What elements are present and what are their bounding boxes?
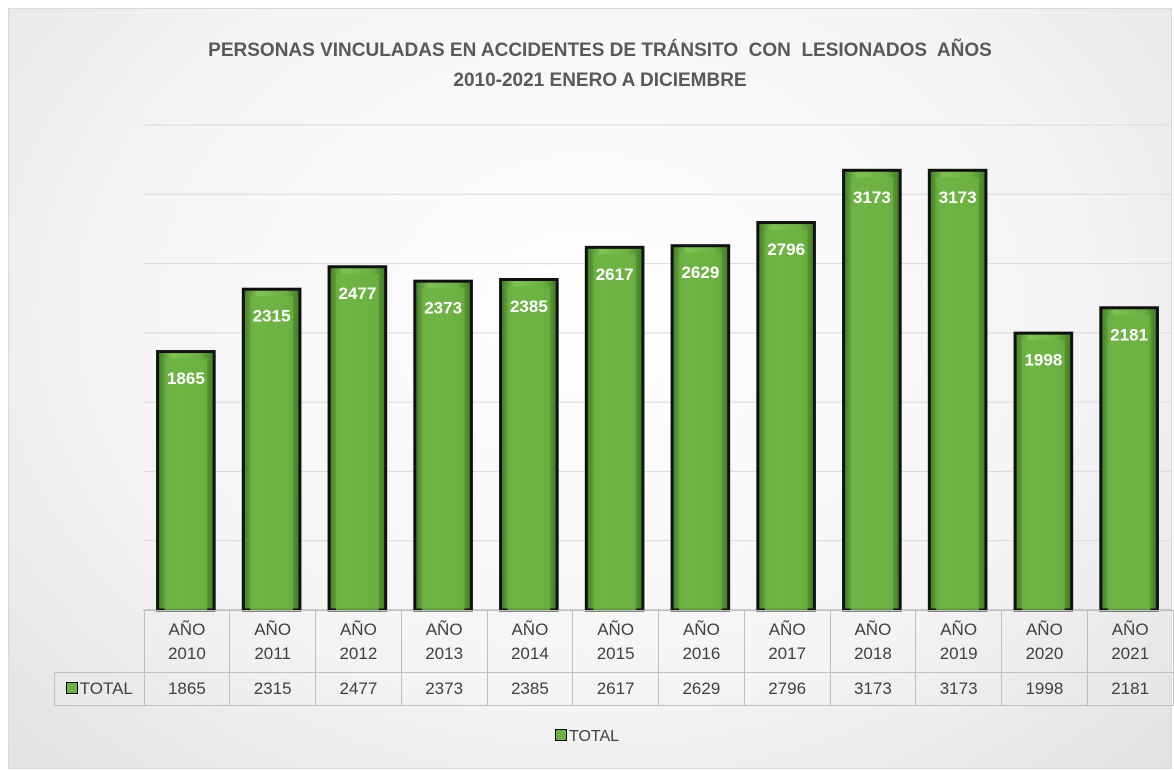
bar-face bbox=[764, 229, 808, 610]
category-label: AÑO 2014 bbox=[486, 610, 574, 673]
category-label: AÑO 2019 bbox=[915, 610, 1002, 673]
series-name: TOTAL bbox=[79, 679, 133, 698]
bar-face bbox=[593, 254, 636, 610]
table-value: 2617 bbox=[572, 672, 659, 706]
table-value: 2385 bbox=[486, 672, 574, 706]
bar-face bbox=[250, 296, 293, 610]
table-corner bbox=[55, 611, 145, 673]
bar-face bbox=[1107, 314, 1151, 610]
category-label: AÑO 2015 bbox=[572, 610, 659, 673]
table-value: 2373 bbox=[400, 672, 488, 706]
data-label: 2617 bbox=[596, 265, 634, 284]
table-value: 2315 bbox=[229, 672, 316, 706]
data-label: 2629 bbox=[681, 263, 719, 282]
chart-title: PERSONAS VINCULADAS EN ACCIDENTES DE TRÁ… bbox=[208, 40, 992, 91]
legend-label: TOTAL bbox=[568, 728, 620, 745]
table-value: 3173 bbox=[915, 672, 1002, 706]
table-value: 2629 bbox=[658, 672, 745, 706]
table-value: 2796 bbox=[743, 672, 831, 706]
table-value: 2477 bbox=[315, 672, 402, 706]
data-table: AÑO 2010 AÑO 2011 AÑO 2012 AÑO 2013 AÑO 2014… bbox=[54, 610, 1174, 706]
category-label: AÑO 2012 bbox=[315, 610, 402, 673]
bar-face bbox=[1022, 340, 1065, 610]
category-label: AÑO 2018 bbox=[829, 610, 917, 673]
category-label: AÑO 2013 bbox=[400, 610, 488, 673]
table-value: 1998 bbox=[1001, 672, 1088, 706]
data-label: 1865 bbox=[167, 369, 205, 388]
category-label: AÑO 2010 bbox=[143, 610, 231, 673]
category-label: AÑO 2017 bbox=[743, 610, 831, 673]
legend-key bbox=[554, 729, 567, 741]
data-label: 2796 bbox=[767, 240, 805, 259]
table-header-row: AÑO 2010 AÑO 2011 AÑO 2012 AÑO 2013 AÑO 2014… bbox=[55, 610, 1174, 673]
bar-face bbox=[850, 177, 894, 610]
table-value: 3173 bbox=[829, 672, 917, 706]
bar-face bbox=[421, 288, 465, 610]
data-label: 2315 bbox=[253, 307, 291, 326]
data-label: 3173 bbox=[939, 188, 977, 207]
data-label: 1998 bbox=[1024, 351, 1062, 370]
legend-key bbox=[65, 682, 78, 694]
table-row: TOTAL 1865 2315 2477 2373 2385 2617 2629 2796 317… bbox=[54, 672, 1174, 706]
data-label: 2181 bbox=[1110, 325, 1148, 344]
data-label: 2477 bbox=[338, 284, 376, 303]
table-value: 1865 bbox=[143, 672, 231, 706]
bar-face bbox=[679, 252, 722, 610]
bar-face bbox=[936, 177, 979, 610]
category-label: AÑO 2020 bbox=[1001, 610, 1088, 673]
category-label: AÑO 2011 bbox=[229, 610, 316, 673]
bar-face bbox=[164, 358, 208, 610]
category-label: AÑO 2021 bbox=[1086, 610, 1174, 673]
bar-face bbox=[336, 273, 379, 610]
table-value: 2181 bbox=[1086, 672, 1174, 706]
data-label: 2373 bbox=[424, 299, 462, 318]
legend: TOTAL bbox=[0, 728, 1174, 746]
data-label: 2385 bbox=[510, 297, 548, 316]
bar-face bbox=[507, 286, 551, 610]
series-label: TOTAL bbox=[54, 672, 145, 706]
category-label: AÑO 2016 bbox=[658, 610, 745, 673]
data-label: 3173 bbox=[853, 188, 891, 207]
